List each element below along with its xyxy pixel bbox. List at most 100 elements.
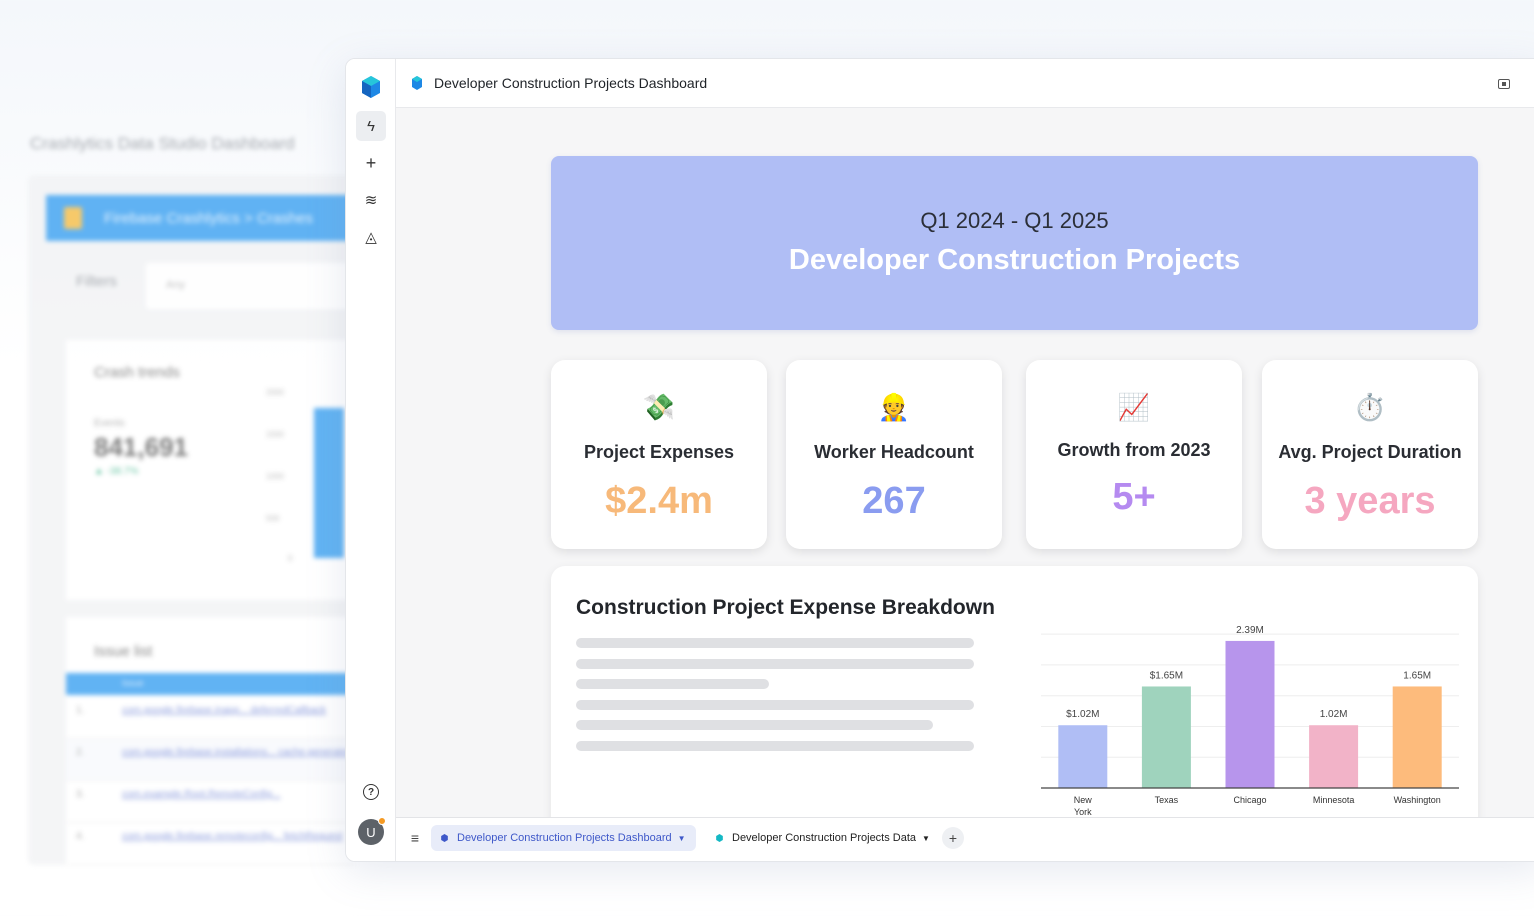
top-bar: Developer Construction Projects Dashboar… bbox=[396, 59, 1534, 108]
x-tick-label: Washington bbox=[1394, 795, 1441, 805]
crash-bar bbox=[314, 408, 344, 558]
row-index: 1. bbox=[76, 705, 85, 716]
add-tab-button[interactable]: + bbox=[942, 827, 964, 849]
text-placeholder-line bbox=[576, 679, 769, 689]
row-text: com.google.firebase.installations... cac… bbox=[122, 747, 356, 758]
crash-card-change: ▲ -38.7% bbox=[94, 466, 139, 477]
background-filter-box: Any bbox=[146, 263, 358, 309]
plus-icon[interactable]: + bbox=[365, 152, 377, 173]
money-icon: 💸 bbox=[642, 392, 676, 422]
left-rail: ϟ + ≋ ◬ ? U bbox=[346, 59, 396, 861]
app-logo-icon bbox=[362, 76, 380, 98]
help-icon[interactable]: ? bbox=[356, 777, 386, 807]
crash-axis-tick: 1500 bbox=[266, 430, 284, 439]
text-placeholder-line bbox=[576, 741, 974, 751]
kpi-card-expenses: 💸 Project Expenses $2.4m bbox=[551, 360, 767, 549]
background-title: Crashlytics Data Studio Dashboard bbox=[30, 134, 295, 153]
avatar[interactable]: U bbox=[358, 817, 386, 845]
bar bbox=[1392, 686, 1442, 788]
background-issue-card: Issue list Issue 1. com.google.firebase.i… bbox=[66, 617, 358, 916]
crash-card-sub: Events bbox=[94, 418, 125, 429]
text-placeholder-line bbox=[576, 659, 974, 669]
kpi-label: Growth from 2023 bbox=[1057, 440, 1211, 460]
tab-dashboard[interactable]: Developer Construction Projects Dashboar… bbox=[431, 825, 696, 851]
background-panel: Firebase Crashlytics > Crashes Filters A… bbox=[28, 175, 358, 916]
app-window: ϟ + ≋ ◬ ? U Developer Construction Proje… bbox=[345, 58, 1534, 862]
hero-title: Developer Construction Projects bbox=[788, 244, 1241, 276]
bar bbox=[1141, 686, 1191, 788]
kpi-label: Worker Headcount bbox=[814, 442, 974, 462]
table-row: 4. com.google.firebase.remoteconfig... fe… bbox=[66, 823, 358, 865]
dashboard-logo-icon bbox=[412, 76, 422, 90]
paint-bucket-icon[interactable]: ◬ bbox=[365, 229, 377, 246]
row-text: com.example.Root.RemoteConfig... bbox=[122, 789, 281, 800]
data-tab-icon bbox=[716, 834, 723, 842]
kpi-value: 3 years bbox=[1304, 480, 1436, 522]
crash-axis-tick: 0 bbox=[288, 554, 293, 563]
window-title: Developer Construction Projects Dashboar… bbox=[434, 75, 708, 91]
bar-data-label: $1.65M bbox=[1150, 670, 1183, 681]
expense-bar-chart: $1.02M New York $1.65M Texas 2.39M Chicago 1.02… bbox=[1041, 625, 1459, 817]
avatar-letter: U bbox=[366, 824, 376, 840]
x-tick-label: Chicago bbox=[1233, 795, 1266, 805]
row-text: com.google.firebase.remoteconfig... fetc… bbox=[122, 831, 343, 842]
help-glyph: ? bbox=[363, 784, 379, 800]
crash-card-number: 841,691 bbox=[94, 432, 188, 462]
chevron-down-icon[interactable]: ▼ bbox=[922, 833, 930, 843]
x-tick-label: Texas bbox=[1155, 795, 1179, 805]
kpi-value: 267 bbox=[862, 480, 926, 522]
folder-icon bbox=[64, 207, 82, 229]
worker-icon: 👷 bbox=[877, 392, 911, 422]
layers-icon[interactable]: ≋ bbox=[364, 192, 378, 209]
background-bar-text: Firebase Crashlytics > Crashes bbox=[104, 209, 313, 227]
kpi-card-growth: 📈 Growth from 2023 5+ bbox=[1026, 360, 1242, 549]
kpi-value: 5+ bbox=[1112, 476, 1156, 518]
chevron-down-icon[interactable]: ▼ bbox=[677, 833, 686, 843]
table-row: 3. com.example.Root.RemoteConfig... bbox=[66, 781, 358, 823]
bar-data-label: 2.39M bbox=[1236, 625, 1264, 636]
tab-data[interactable]: Developer Construction Projects Data ▼ bbox=[706, 825, 940, 851]
window-toggle-icon[interactable] bbox=[1498, 79, 1510, 89]
row-index: 3. bbox=[76, 789, 85, 800]
bar-data-label: $1.02M bbox=[1066, 709, 1099, 720]
table-row: 1. com.google.firebase.inapp... deferredC… bbox=[66, 697, 358, 739]
row-text: com.google.firebase.inapp... deferredCal… bbox=[122, 705, 327, 716]
text-placeholder-line bbox=[576, 700, 974, 710]
bar bbox=[1309, 725, 1359, 788]
chart-increasing-icon: 📈 bbox=[1117, 392, 1151, 422]
bar-data-label: 1.65M bbox=[1403, 670, 1431, 681]
chart-section-title: Construction Project Expense Breakdown bbox=[576, 596, 995, 619]
row-index: 4. bbox=[76, 831, 85, 842]
kpi-value: $2.4m bbox=[605, 480, 713, 522]
issue-card-title: Issue list bbox=[94, 643, 153, 660]
bar-data-label: 1.02M bbox=[1320, 709, 1348, 720]
tab-label: Developer Construction Projects Data bbox=[732, 832, 917, 844]
dashboard-canvas: Q1 2024 - Q1 2025 Developer Construction… bbox=[396, 108, 1534, 826]
background-filters-label: Filters bbox=[76, 273, 117, 290]
crash-axis-tick: 1000 bbox=[266, 472, 284, 481]
kpi-card-duration: ⏱️ Avg. Project Duration 3 years bbox=[1262, 360, 1478, 549]
bottom-tab-bar: ≡ Developer Construction Projects Dashbo… bbox=[396, 817, 1534, 861]
background-crash-card: Crash trends Events 841,691 ▲ -38.7% 200… bbox=[66, 340, 358, 600]
row-index: 2. bbox=[76, 747, 85, 758]
text-placeholder-line bbox=[576, 638, 974, 648]
bar bbox=[1225, 640, 1275, 788]
issue-table-header: Issue bbox=[66, 673, 358, 695]
tab-label: Developer Construction Projects Dashboar… bbox=[457, 832, 672, 844]
x-tick-label: Minnesota bbox=[1313, 795, 1355, 805]
kpi-card-headcount: 👷 Worker Headcount 267 bbox=[786, 360, 1002, 549]
menu-icon[interactable]: ≡ bbox=[410, 830, 420, 846]
text-placeholder-line bbox=[576, 720, 933, 730]
crash-axis-tick: 2000 bbox=[266, 388, 284, 397]
kpi-label: Avg. Project Duration bbox=[1278, 442, 1462, 462]
bolt-icon[interactable]: ϟ bbox=[356, 111, 386, 141]
crash-axis-tick: 500 bbox=[266, 514, 280, 523]
crash-card-title: Crash trends bbox=[94, 364, 180, 381]
background-dashboard: Crashlytics Data Studio Dashboard Fireba… bbox=[28, 120, 358, 916]
expense-breakdown-card: Construction Project Expense Breakdown $… bbox=[551, 566, 1478, 826]
hero-banner: Q1 2024 - Q1 2025 Developer Construction… bbox=[551, 156, 1478, 330]
bar bbox=[1058, 725, 1108, 788]
x-tick-label: York bbox=[1074, 807, 1092, 817]
x-tick-label: New bbox=[1074, 795, 1093, 805]
hero-subtitle: Q1 2024 - Q1 2025 bbox=[920, 208, 1109, 233]
